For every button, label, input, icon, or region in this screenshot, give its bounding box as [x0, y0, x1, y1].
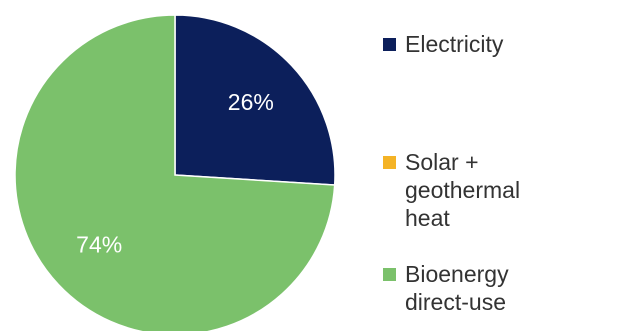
- pie-slices: [14, 14, 336, 331]
- legend-label-electricity: Electricity: [405, 31, 504, 57]
- data-label-electricity: 26%: [228, 89, 274, 115]
- pie-slice-electricity: [174, 14, 336, 186]
- legend-swatch-electricity: [383, 38, 396, 51]
- legend-label-bioenergy: Bioenergy direct-use: [405, 261, 509, 315]
- pie-slice-bioenergy-direct-use: [14, 14, 336, 331]
- legend-item-bioenergy: Bioenergy direct-use: [383, 260, 555, 316]
- legend-label-solar-geothermal: Solar + geothermal heat: [405, 149, 521, 231]
- data-label-bioenergy-direct-use: 74%: [76, 231, 122, 257]
- legend-item-electricity: Electricity: [383, 30, 625, 58]
- pie-slice-labels: 26% 74%: [76, 89, 274, 257]
- legend-swatch-solar-geothermal: [383, 156, 396, 169]
- legend-item-solar-geothermal: Solar + geothermal heat: [383, 148, 555, 232]
- legend-swatch-bioenergy: [383, 268, 396, 281]
- pie-plot-area: 26% 74%: [14, 14, 336, 331]
